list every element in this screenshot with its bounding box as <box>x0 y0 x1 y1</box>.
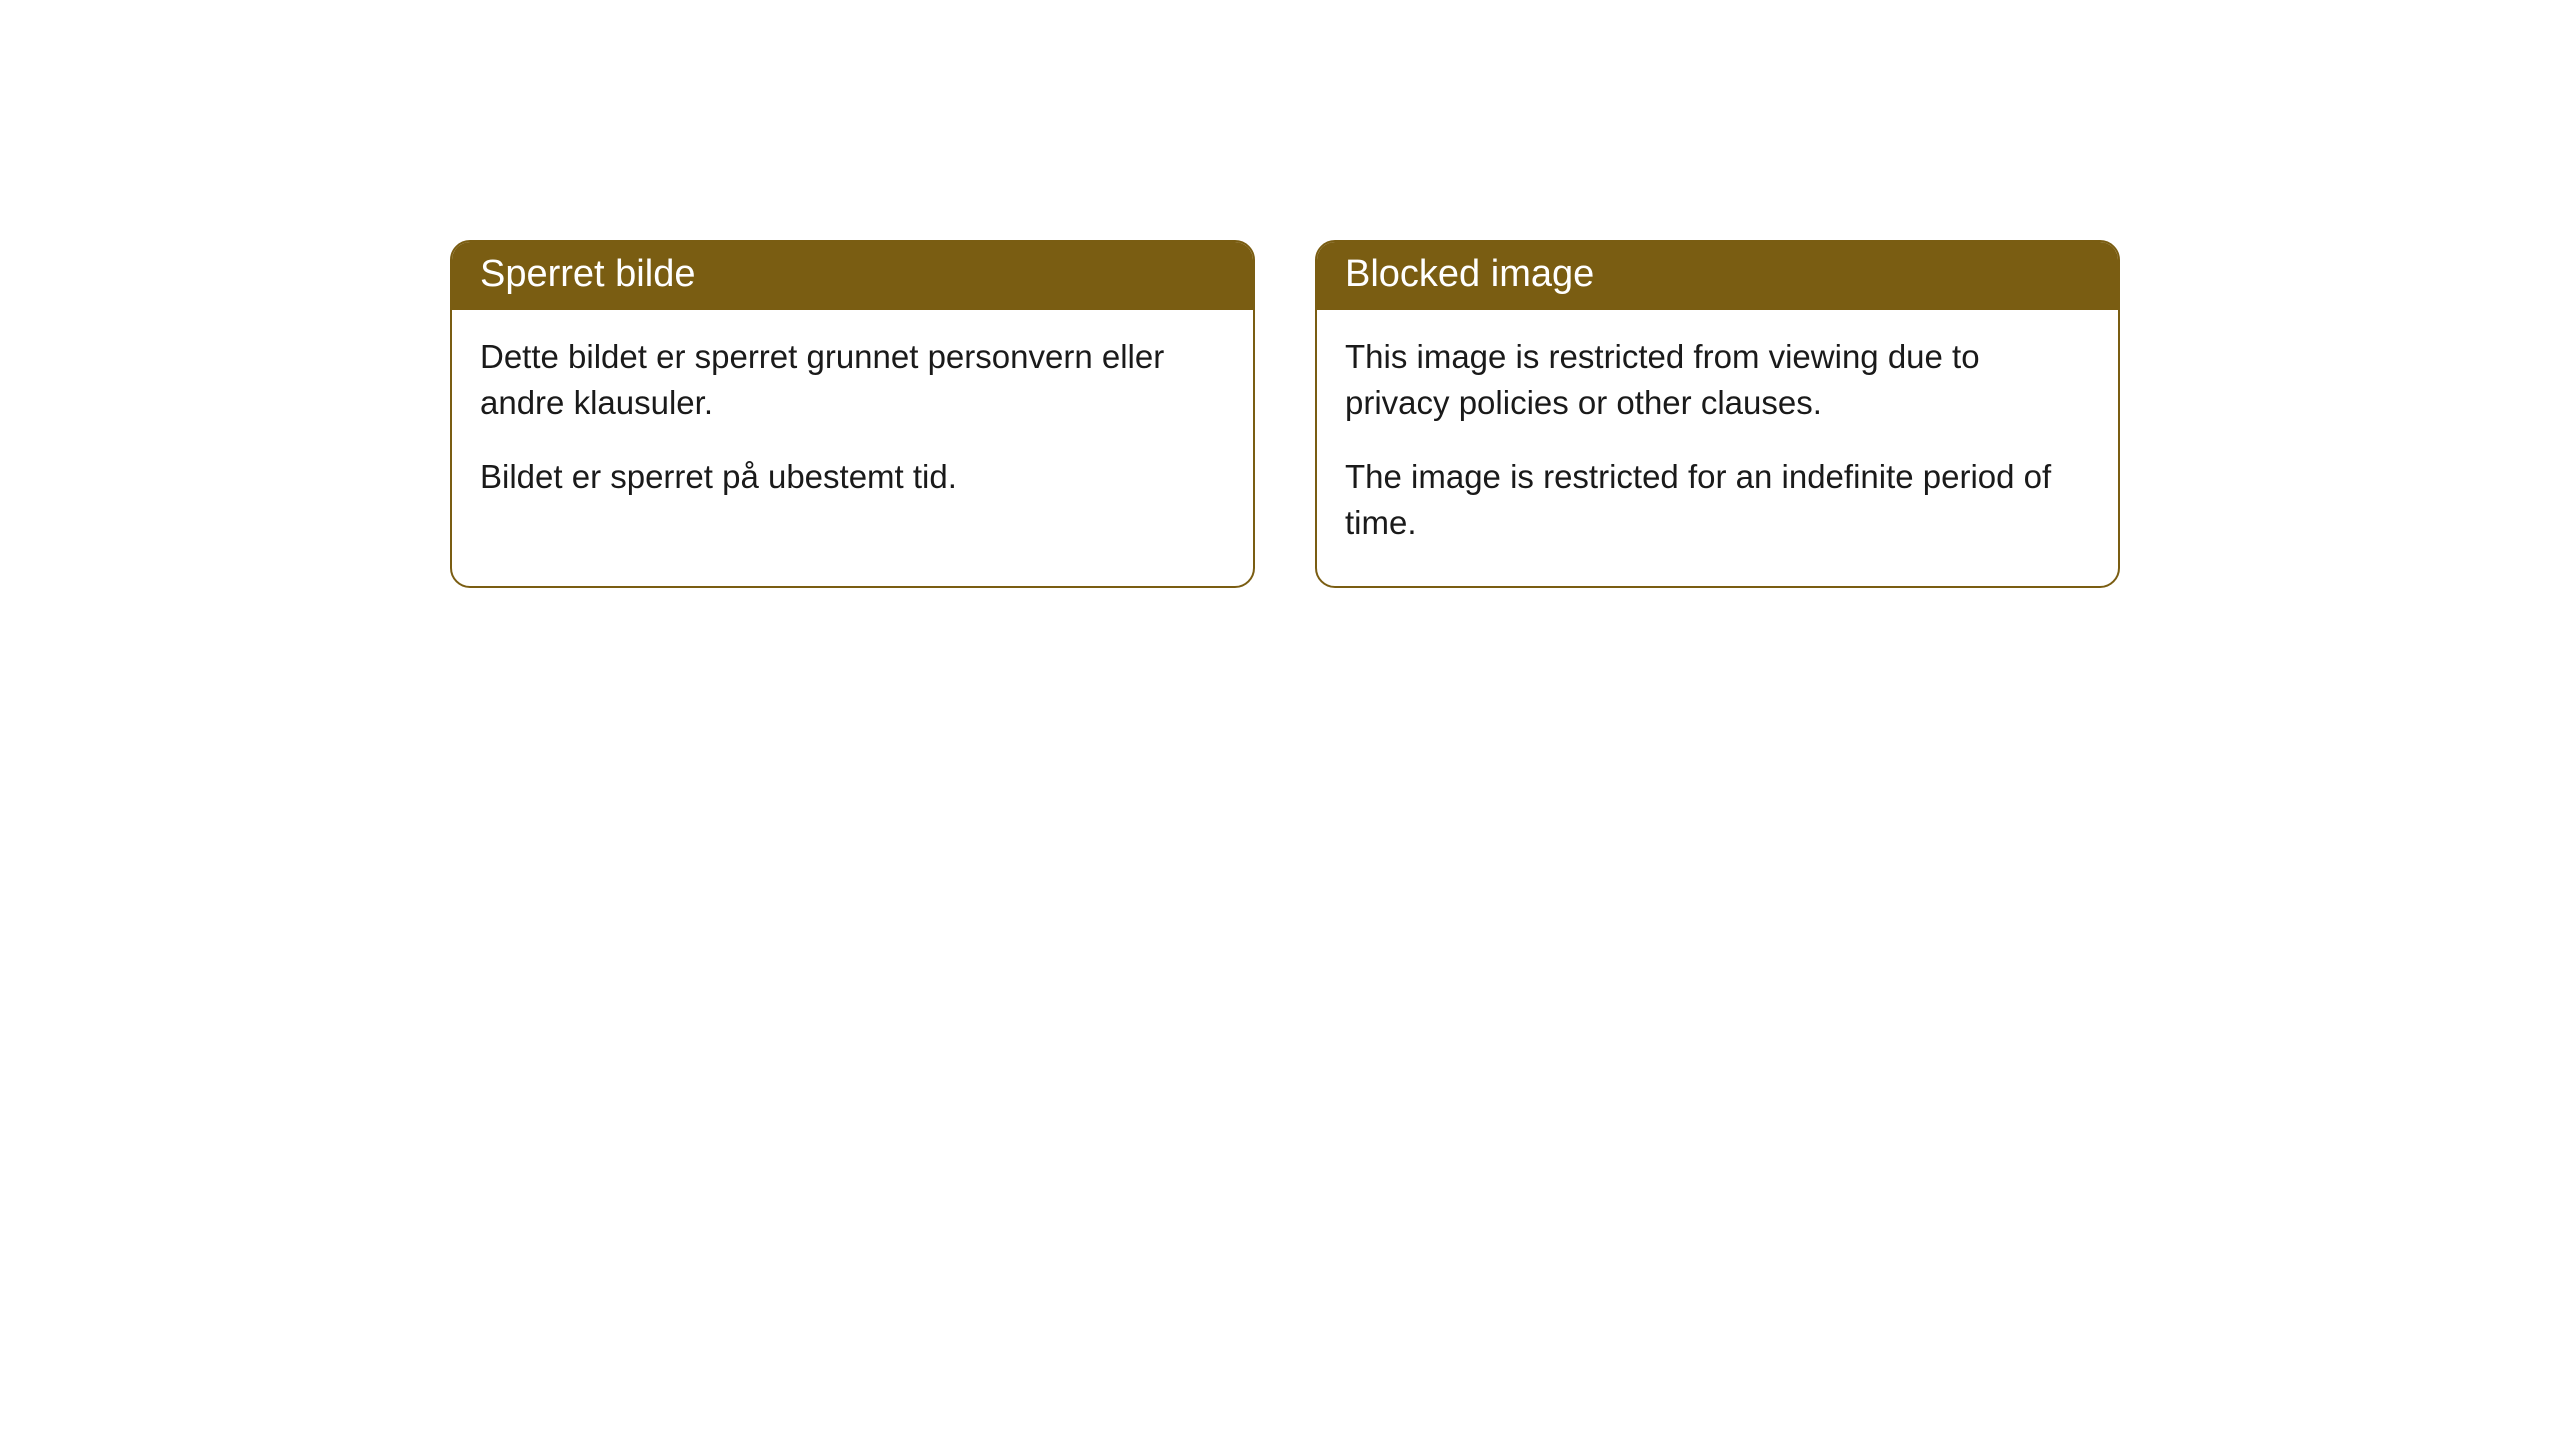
card-paragraph-1: Dette bildet er sperret grunnet personve… <box>480 334 1225 426</box>
blocked-image-card-english: Blocked image This image is restricted f… <box>1315 240 2120 588</box>
card-body-norwegian: Dette bildet er sperret grunnet personve… <box>452 310 1253 541</box>
notice-cards-container: Sperret bilde Dette bildet er sperret gr… <box>450 240 2120 588</box>
card-body-english: This image is restricted from viewing du… <box>1317 310 2118 587</box>
blocked-image-card-norwegian: Sperret bilde Dette bildet er sperret gr… <box>450 240 1255 588</box>
card-paragraph-2: The image is restricted for an indefinit… <box>1345 454 2090 546</box>
card-paragraph-2: Bildet er sperret på ubestemt tid. <box>480 454 1225 500</box>
card-header-norwegian: Sperret bilde <box>452 242 1253 310</box>
card-header-english: Blocked image <box>1317 242 2118 310</box>
card-paragraph-1: This image is restricted from viewing du… <box>1345 334 2090 426</box>
